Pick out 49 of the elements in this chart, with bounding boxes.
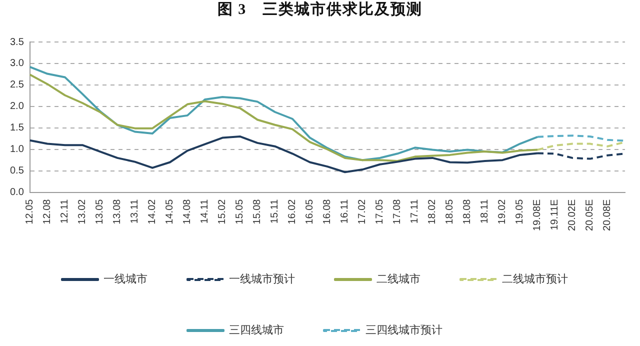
y-tick-label: 1.5 bbox=[10, 122, 24, 134]
y-tick-label: 0.0 bbox=[10, 187, 24, 198]
x-tick-label: 18.08 bbox=[462, 198, 474, 224]
x-tick-label: 16.08 bbox=[322, 198, 334, 224]
x-tick-label: 14.11 bbox=[200, 198, 211, 224]
x-tick-label: 20.02E bbox=[567, 198, 578, 232]
x-tick-label: 13.02 bbox=[77, 198, 88, 224]
x-tick-label: 17.02 bbox=[357, 198, 368, 224]
x-tick-label: 14.08 bbox=[182, 198, 194, 224]
x-tick-label: 16.11 bbox=[340, 198, 351, 224]
x-tick-label: 16.02 bbox=[287, 198, 298, 224]
x-tick-label: 15.11 bbox=[270, 198, 281, 224]
y-tick-label: 3.5 bbox=[10, 36, 24, 48]
x-tick-label: 18.05 bbox=[444, 198, 456, 224]
x-tick-label: 13.08 bbox=[112, 198, 124, 224]
x-tick-label: 12.11 bbox=[60, 198, 71, 224]
legend-label: 二线城市 bbox=[376, 272, 420, 286]
x-tick-label: 19.02 bbox=[497, 198, 508, 224]
legend-label: 二线城市预计 bbox=[502, 272, 568, 286]
x-tick-label: 20.08E bbox=[602, 198, 614, 232]
x-tick-label: 19.05 bbox=[514, 198, 526, 224]
x-tick-label: 17.05 bbox=[374, 198, 386, 224]
y-tick-label: 0.5 bbox=[10, 166, 24, 177]
x-tick-label: 18.02 bbox=[427, 198, 438, 224]
y-tick-label: 2.0 bbox=[10, 101, 24, 112]
x-tick-label: 13.11 bbox=[130, 198, 141, 224]
legend-label: 一线城市 bbox=[104, 272, 148, 286]
x-tick-label: 15.08 bbox=[252, 198, 264, 224]
x-tick-label: 14.02 bbox=[147, 198, 158, 224]
x-tick-label: 15.05 bbox=[234, 198, 246, 224]
y-tick-label: 1.0 bbox=[10, 144, 24, 156]
x-tick-label: 19.08E bbox=[532, 198, 544, 232]
x-tick-label: 15.02 bbox=[217, 198, 228, 224]
x-tick-label: 12.08 bbox=[42, 198, 54, 224]
x-tick-label: 16.05 bbox=[304, 198, 316, 224]
x-tick-label: 17.11 bbox=[410, 198, 421, 224]
x-tick-label: 17.08 bbox=[392, 198, 404, 224]
legend-label: 三四线城市预计 bbox=[366, 323, 442, 336]
legend-label: 三四线城市 bbox=[229, 323, 284, 336]
x-tick-label: 14.05 bbox=[164, 198, 176, 224]
x-tick-label: 12.05 bbox=[24, 198, 36, 224]
chart-title: 图 3 三类城市供求比及预测 bbox=[216, 0, 424, 20]
x-tick-label: 13.05 bbox=[94, 198, 106, 224]
x-tick-label: 20.05E bbox=[584, 198, 596, 232]
y-tick-label: 3.0 bbox=[10, 58, 24, 70]
x-tick-label: 19.11E bbox=[550, 198, 561, 230]
x-tick-label: 18.11 bbox=[480, 198, 491, 224]
y-tick-label: 2.5 bbox=[10, 80, 24, 91]
legend-label: 一线城市预计 bbox=[229, 272, 295, 286]
